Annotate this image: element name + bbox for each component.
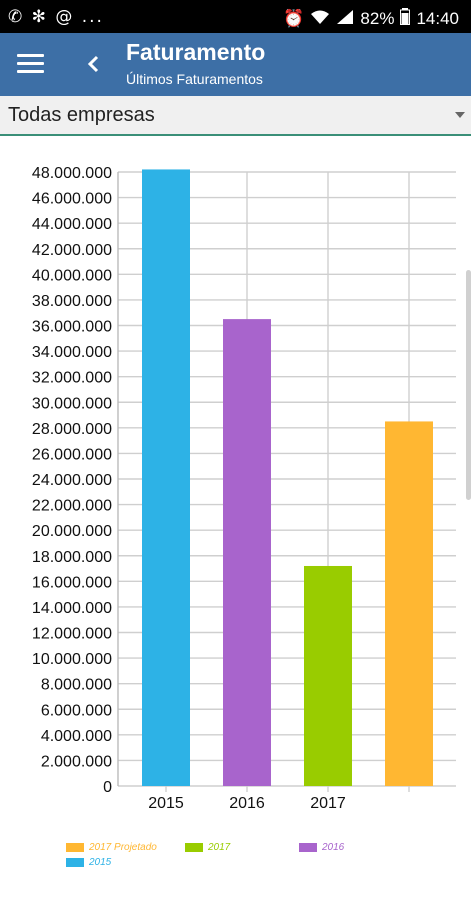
revenue-bar-chart: 0 2.000.000 4.000.000 6.000.000 8.000.000 10.… [32,165,456,812]
legend-label: 2015 [89,857,112,868]
y-tick-label: 48.000.000 [32,165,112,182]
system-icons: ⏰ 82% 14:40 [283,8,459,30]
legend-swatch [185,843,203,852]
y-tick-label: 20.000.000 [32,523,112,540]
legend-item: 2017 [185,842,230,853]
battery-percent: 82% [360,9,395,28]
legend-swatch [66,858,84,867]
clock: 14:40 [416,9,459,28]
y-tick-label: 28.000.000 [32,421,112,438]
legend-item: 2017 Projetado [66,842,157,853]
y-tick-label: 26.000.000 [32,446,112,463]
x-tick-label: 2016 [229,795,265,812]
x-tick-label: 2017 [310,795,346,812]
y-tick-label: 32.000.000 [32,370,112,387]
y-tick-label: 38.000.000 [32,293,112,310]
back-icon[interactable] [82,49,106,79]
alarm-icon: ⏰ [283,9,305,28]
legend-item: 2015 [66,857,111,868]
y-tick-label: 6.000.000 [41,702,112,719]
company-filter-value: Todas empresas [8,104,155,126]
x-axis-labels: 2015 2016 2017 [148,795,346,812]
x-tick-label: 2015 [148,795,184,812]
legend-label: 2017 [208,842,231,853]
y-tick-label: 44.000.000 [32,216,112,233]
chart-legend: 2017 Projetado 2017 2016 2015 [0,838,471,878]
bar-projected [385,421,433,786]
scroll-indicator[interactable] [466,270,471,500]
at-icon: @ [55,7,75,27]
bar-2016 [223,319,271,786]
status-bar: ✆ ✻ @ ... ⏰ 82% 14:40 [0,0,471,33]
page-title: Faturamento [126,39,266,65]
dropdown-arrow-icon [455,112,465,118]
y-tick-label: 34.000.000 [32,344,112,361]
legend-label: 2016 [322,842,345,853]
menu-icon[interactable] [17,51,45,77]
y-tick-label: 24.000.000 [32,472,112,489]
bar-2015 [142,169,190,787]
signal-icon [336,9,354,30]
legend-item: 2016 [299,842,344,853]
whatsapp-icon: ✆ [8,7,25,27]
y-tick-label: 14.000.000 [32,600,112,617]
y-tick-label: 8.000.000 [41,677,112,694]
y-tick-label: 2.000.000 [41,753,112,770]
y-tick-label: 36.000.000 [32,319,112,336]
notification-icons: ✆ ✻ @ ... [8,7,104,27]
wifi-icon [310,9,330,30]
y-tick-label: 46.000.000 [32,191,112,208]
y-tick-label: 18.000.000 [32,549,112,566]
app-bar: Faturamento Últimos Faturamentos [0,33,471,96]
chart-bars [142,169,433,787]
y-tick-label: 40.000.000 [32,267,112,284]
y-tick-label: 4.000.000 [41,728,112,745]
y-tick-label: 10.000.000 [32,651,112,668]
company-filter-dropdown[interactable]: Todas empresas [0,96,471,136]
settings-icon: ✻ [31,7,48,27]
y-tick-label: 12.000.000 [32,626,112,643]
legend-swatch [66,843,84,852]
bar-2017 [304,565,352,786]
y-axis-labels: 0 2.000.000 4.000.000 6.000.000 8.000.000 10.… [32,165,112,796]
legend-swatch [299,843,317,852]
battery-icon [400,8,411,30]
y-tick-label: 42.000.000 [32,242,112,259]
legend-label: 2017 Projetado [89,842,157,853]
y-tick-label: 30.000.000 [32,395,112,412]
page-subtitle: Últimos Faturamentos [126,71,263,87]
y-tick-label: 22.000.000 [32,498,112,515]
more-notifications: ... [81,7,104,27]
y-tick-label: 16.000.000 [32,574,112,591]
y-tick-label: 0 [103,779,112,796]
